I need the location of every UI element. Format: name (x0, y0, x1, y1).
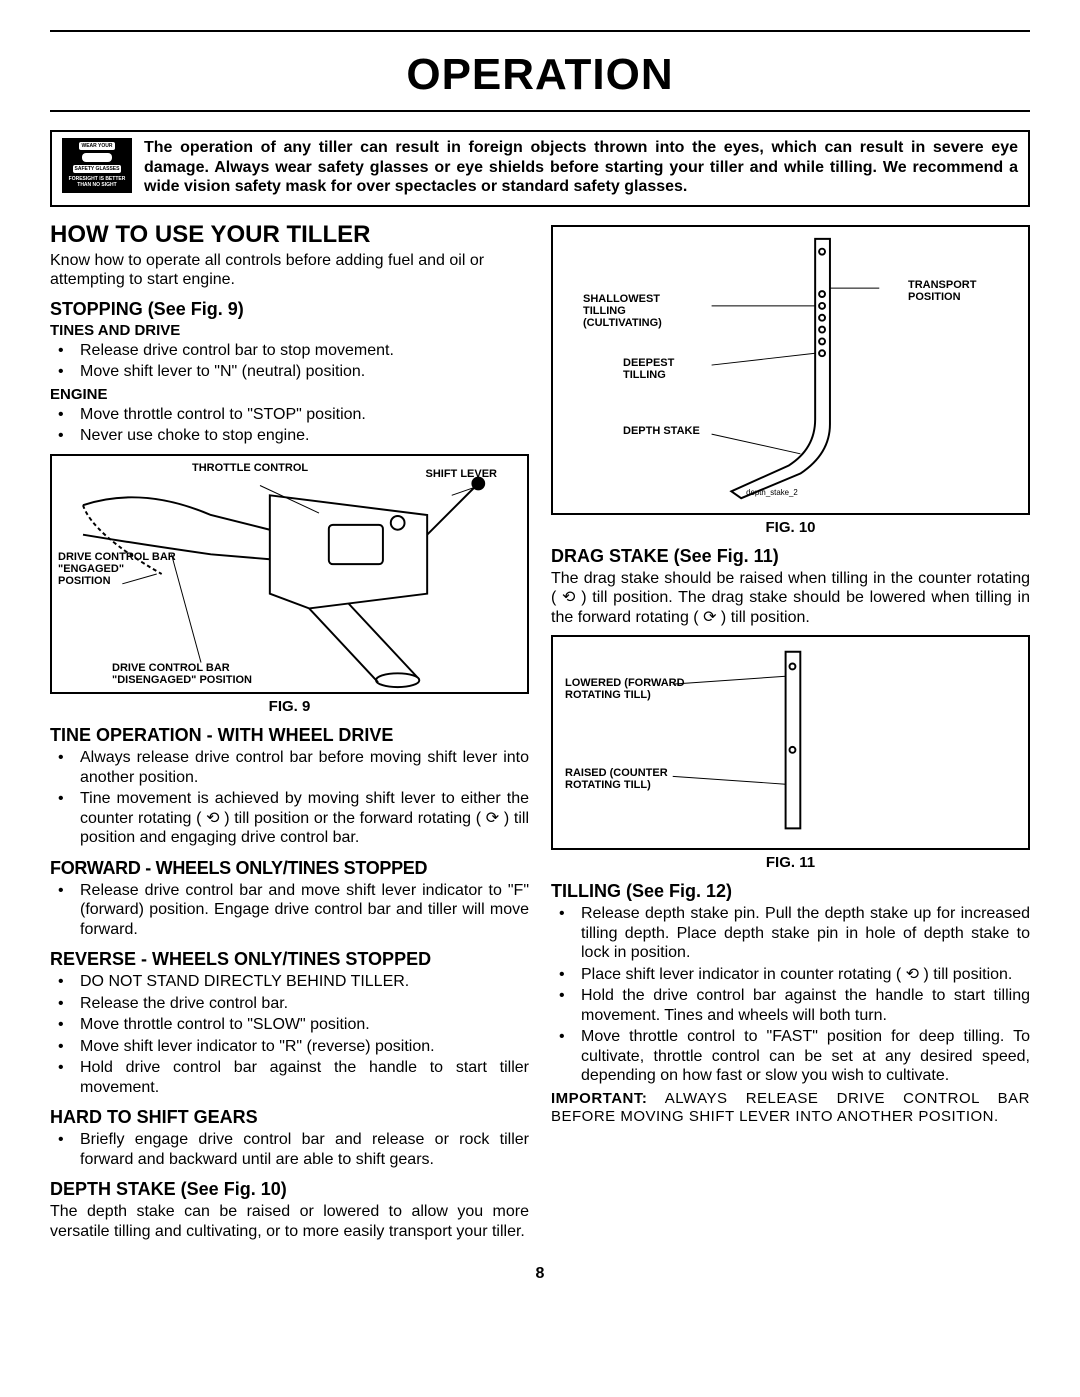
tine-op-heading: TINE OPERATION - WITH WHEEL DRIVE (50, 725, 529, 746)
list-item: Place shift lever indicator in counter r… (551, 965, 1030, 985)
icon-line-2: SAFETY GLASSES (73, 165, 122, 173)
depth-stake-text: The depth stake can be raised or lowered… (50, 1202, 529, 1241)
warning-box: WEAR YOUR SAFETY GLASSES FORESIGHT IS BE… (50, 130, 1030, 207)
figure-11: LOWERED (FORWARD ROTATING TILL) RAISED (… (551, 635, 1030, 850)
fig10-shallowest-label: SHALLOWEST TILLING (CULTIVATING) (583, 293, 693, 329)
list-item: Release drive control bar and move shift… (50, 881, 529, 940)
list-item: Hold drive control bar against the handl… (50, 1058, 529, 1097)
right-column: depth_stake_2 TRANSPORT POSITION SHALLOW… (551, 217, 1030, 1248)
list-item: Tine movement is achieved by moving shif… (50, 789, 529, 848)
tilling-heading: TILLING (See Fig. 12) (551, 881, 1030, 902)
important-label: IMPORTANT: (551, 1090, 647, 1107)
fig10-depth-stake-label: DEPTH STAKE (623, 425, 703, 437)
engine-heading: ENGINE (50, 386, 529, 403)
reverse-list: DO NOT STAND DIRECTLY BEHIND TILLER. Rel… (50, 972, 529, 1097)
list-item: Move throttle control to "FAST" position… (551, 1027, 1030, 1086)
icon-line-1: WEAR YOUR (79, 142, 114, 150)
hard-shift-heading: HARD TO SHIFT GEARS (50, 1107, 529, 1128)
fig10-deepest-label: DEEPEST TILLING (623, 357, 703, 381)
fig10-small-text: depth_stake_2 (746, 488, 798, 497)
forward-heading: FORWARD - WHEELS ONLY/TINES STOPPED (50, 858, 529, 879)
forward-list: Release drive control bar and move shift… (50, 881, 529, 940)
list-item: Move shift lever to "N" (neutral) positi… (50, 362, 529, 382)
icon-line-3: FORESIGHT IS BETTER THAN NO SIGHT (65, 175, 129, 189)
fig11-caption: FIG. 11 (551, 854, 1030, 871)
list-item: Release depth stake pin. Pull the depth … (551, 904, 1030, 963)
how-to-use-heading: HOW TO USE YOUR TILLER (50, 221, 529, 249)
list-item: Always release drive control bar before … (50, 748, 529, 787)
figure-10: depth_stake_2 TRANSPORT POSITION SHALLOW… (551, 225, 1030, 515)
fig9-caption: FIG. 9 (50, 698, 529, 715)
fig9-engaged-label: DRIVE CONTROL BAR "ENGAGED" POSITION (58, 551, 178, 587)
figure-9: THROTTLE CONTROL SHIFT LEVER DRIVE CONTR… (50, 454, 529, 694)
page-title: OPERATION (50, 50, 1030, 100)
list-item: Briefly engage drive control bar and rel… (50, 1130, 529, 1169)
page-number: 8 (50, 1265, 1030, 1283)
tines-drive-heading: TINES AND DRIVE (50, 322, 529, 339)
intro-text: Know how to operate all controls before … (50, 251, 529, 289)
warning-text: The operation of any tiller can result i… (144, 138, 1018, 197)
top-rule (50, 30, 1030, 32)
list-item: DO NOT STAND DIRECTLY BEHIND TILLER. (50, 972, 529, 992)
safety-glasses-icon: WEAR YOUR SAFETY GLASSES FORESIGHT IS BE… (62, 138, 132, 193)
list-item: Never use choke to stop engine. (50, 426, 529, 446)
left-column: HOW TO USE YOUR TILLER Know how to opera… (50, 217, 529, 1248)
stopping-heading: STOPPING (See Fig. 9) (50, 299, 529, 320)
tines-drive-list: Release drive control bar to stop moveme… (50, 341, 529, 382)
title-rule (50, 110, 1030, 112)
fig9-shift-label: SHIFT LEVER (425, 468, 497, 480)
hard-shift-list: Briefly engage drive control bar and rel… (50, 1130, 529, 1169)
list-item: Move shift lever indicator to "R" (rever… (50, 1037, 529, 1057)
list-item: Move throttle control to "STOP" position… (50, 405, 529, 425)
fig10-transport-label: TRANSPORT POSITION (908, 279, 998, 303)
engine-list: Move throttle control to "STOP" position… (50, 405, 529, 446)
goggles-shape (82, 153, 112, 162)
important-note: IMPORTANT: ALWAYS RELEASE DRIVE CONTROL … (551, 1090, 1030, 1126)
list-item: Release drive control bar to stop moveme… (50, 341, 529, 361)
list-item: Hold the drive control bar against the h… (551, 986, 1030, 1025)
fig9-disengaged-label: DRIVE CONTROL BAR "DISENGAGED" POSITION (112, 662, 292, 686)
tine-op-list: Always release drive control bar before … (50, 748, 529, 848)
depth-stake-heading: DEPTH STAKE (See Fig. 10) (50, 1179, 529, 1200)
fig11-raised-label: RAISED (COUNTER ROTATING TILL) (565, 767, 715, 791)
reverse-heading: REVERSE - WHEELS ONLY/TINES STOPPED (50, 949, 529, 970)
fig10-caption: FIG. 10 (551, 519, 1030, 536)
drag-stake-heading: DRAG STAKE (See Fig. 11) (551, 546, 1030, 567)
fig9-throttle-label: THROTTLE CONTROL (192, 462, 308, 474)
list-item: Move throttle control to "SLOW" position… (50, 1015, 529, 1035)
list-item: Release the drive control bar. (50, 994, 529, 1014)
tilling-list: Release depth stake pin. Pull the depth … (551, 904, 1030, 1086)
content-columns: HOW TO USE YOUR TILLER Know how to opera… (50, 217, 1030, 1248)
fig11-lowered-label: LOWERED (FORWARD ROTATING TILL) (565, 677, 715, 701)
drag-stake-text: The drag stake should be raised when til… (551, 569, 1030, 628)
